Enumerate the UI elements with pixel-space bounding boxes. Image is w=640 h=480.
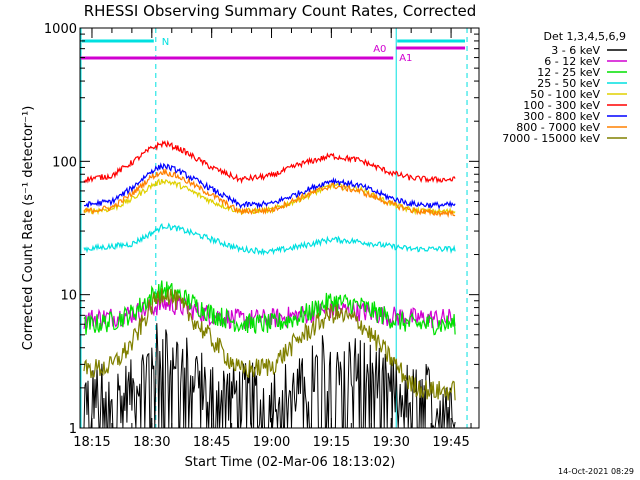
axis-ticks (80, 27, 479, 429)
x-tick-label: 18:45 (193, 435, 230, 450)
legend-label: 800 - 7000 keV (516, 121, 600, 134)
series-line (83, 178, 456, 216)
night-label: N (162, 37, 169, 48)
series-line (83, 288, 456, 401)
series-line (83, 294, 456, 330)
x-tick-label: 19:00 (253, 435, 290, 450)
legend-label: 25 - 50 keV (537, 77, 600, 90)
y-tick-label: 100 (52, 155, 77, 170)
series-line (83, 222, 456, 256)
x-tick-label: 18:30 (133, 435, 170, 450)
y-axis-tick-labels: 1 10 100 1000 (44, 22, 77, 437)
chart-title: RHESSI Observing Summary Count Rates, Co… (84, 2, 477, 20)
x-axis-title: Start Time (02-Mar-06 18:13:02) (185, 455, 396, 470)
series-line (83, 167, 456, 218)
y-axis-title: Corrected Count Rate (s⁻¹ detector⁻¹) (21, 106, 36, 351)
series-line (83, 162, 456, 210)
legend-label: 12 - 25 keV (537, 66, 600, 79)
legend-label: 6 - 12 keV (544, 55, 600, 68)
series-line (83, 139, 456, 185)
legend-label: 7000 - 15000 keV (502, 132, 600, 145)
plot-frame (79, 27, 480, 429)
x-axis-tick-labels: 18:15 18:30 18:45 19:00 19:15 19:30 19:45 (73, 435, 470, 450)
x-tick-label: 19:30 (372, 435, 409, 450)
y-tick-label: 1 (69, 422, 77, 437)
legend-title: Det 1,3,4,5,6,9 (543, 30, 626, 43)
y-tick-label: 10 (60, 289, 77, 304)
attenuator-bars: A0 A1 (81, 44, 466, 64)
legend-label: 300 - 800 keV (523, 110, 600, 123)
legend-label: 50 - 100 keV (530, 88, 600, 101)
x-tick-label: 19:15 (313, 435, 350, 450)
x-tick-label: 19:45 (432, 435, 469, 450)
x-tick-label: 18:15 (73, 435, 110, 450)
plot-timestamp: 14-Oct-2021 08:29 (558, 467, 634, 476)
series-line (83, 280, 456, 336)
legend-label: 3 - 6 keV (551, 44, 600, 57)
attenuator-label: A0 (373, 44, 386, 55)
y-tick-label: 1000 (44, 22, 77, 37)
attenuator-label: A1 (399, 53, 412, 64)
plot-series (83, 139, 456, 429)
legend-label: 100 - 300 keV (523, 99, 600, 112)
